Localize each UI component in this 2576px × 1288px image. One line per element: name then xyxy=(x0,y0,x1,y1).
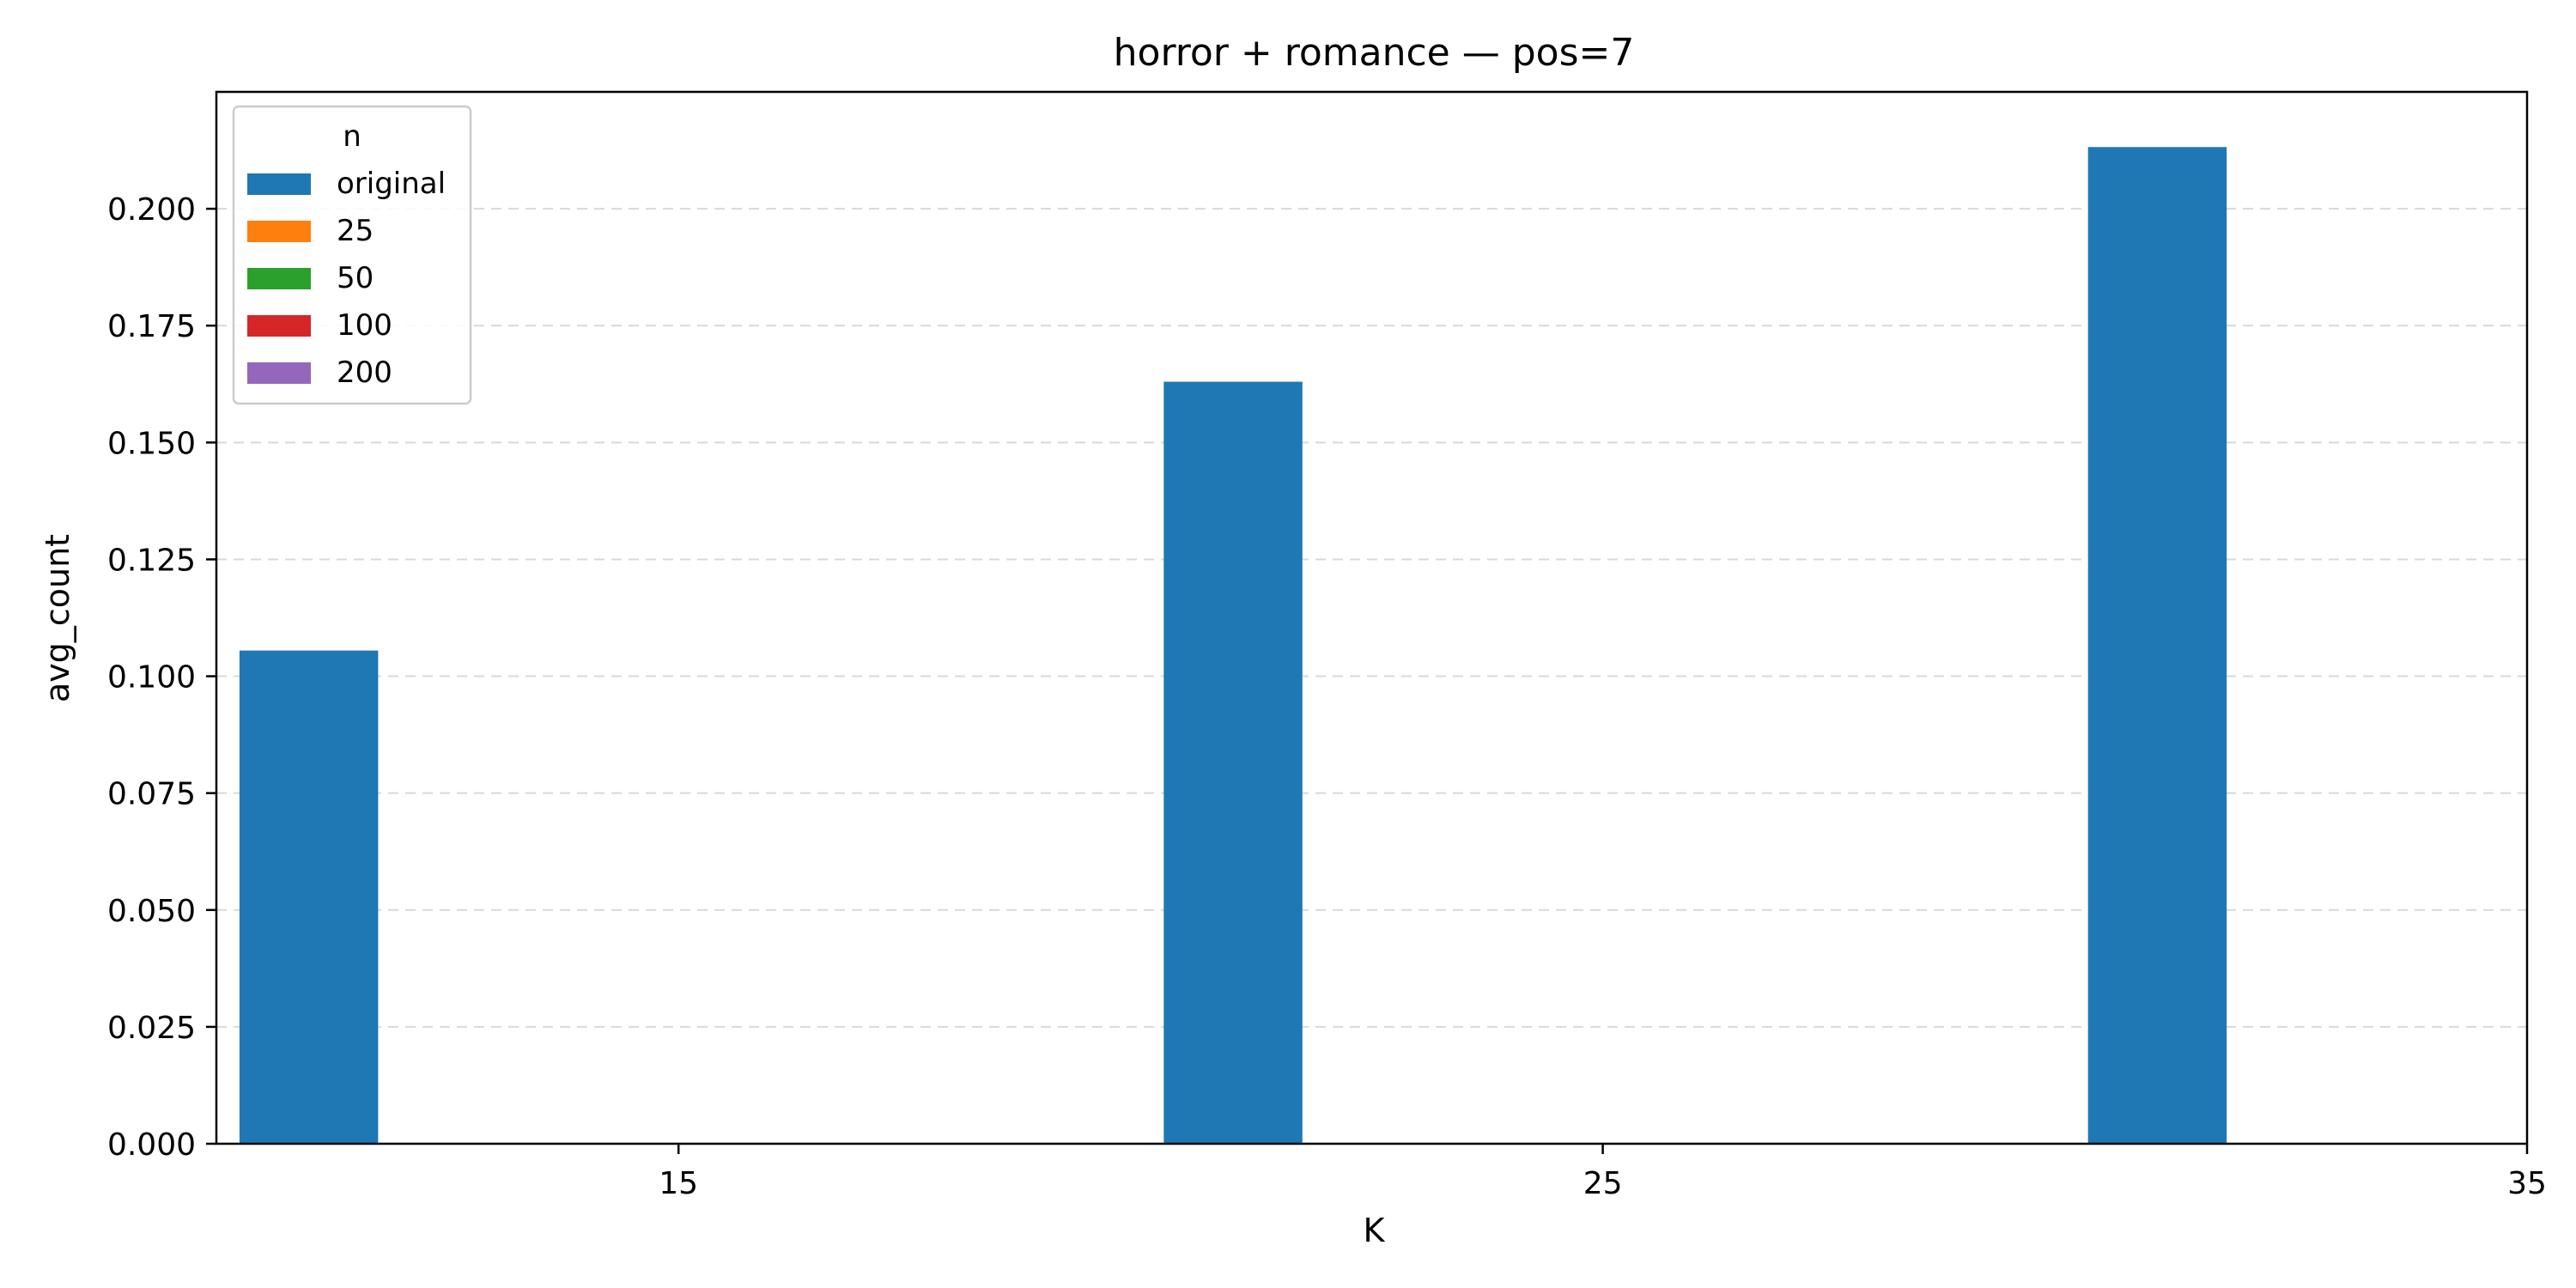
bar-original-25 xyxy=(1163,381,1303,1144)
x-tick-label: 15 xyxy=(659,1166,698,1201)
y-axis-label: avg_count xyxy=(39,534,76,702)
y-tick-label: 0.025 xyxy=(107,1011,196,1046)
y-tick-label: 0.200 xyxy=(107,192,196,228)
y-tick-label: 0.100 xyxy=(107,660,196,696)
y-tick-label: 0.075 xyxy=(107,777,196,812)
legend-swatch-25 xyxy=(247,221,311,242)
x-axis: 15 25 35 xyxy=(659,1144,2547,1201)
legend-swatch-100 xyxy=(247,315,311,337)
legend-swatch-50 xyxy=(247,268,311,289)
legend-label-100: 100 xyxy=(337,308,392,343)
x-tick-label: 35 xyxy=(2507,1166,2547,1201)
bar-original-35 xyxy=(2087,147,2227,1145)
bar-original-15 xyxy=(239,650,379,1144)
y-axis: 0.000 0.025 0.050 0.075 0.100 0.125 0.150 0.175… xyxy=(107,192,216,1163)
chart-title: horror + romance — pos=7 xyxy=(1114,31,1635,75)
legend-swatch-original xyxy=(247,173,311,195)
legend-label-25: 25 xyxy=(337,214,374,248)
y-tick-label: 0.000 xyxy=(107,1127,196,1163)
legend-label-200: 200 xyxy=(337,355,392,390)
legend-title: n xyxy=(343,119,361,154)
legend: n original 25 50 100 200 xyxy=(232,105,472,405)
y-tick-label: 0.050 xyxy=(107,894,196,929)
y-tick-label: 0.150 xyxy=(107,426,196,461)
bars xyxy=(239,147,2227,1145)
plot-frame xyxy=(215,90,2529,1145)
legend-label-50: 50 xyxy=(337,261,374,295)
x-axis-label: K xyxy=(1364,1212,1386,1249)
legend-swatch-200 xyxy=(247,362,311,384)
legend-label-original: original xyxy=(337,167,446,201)
x-tick-label: 25 xyxy=(1583,1166,1623,1201)
y-tick-label: 0.125 xyxy=(107,543,196,578)
y-tick-label: 0.175 xyxy=(107,309,196,344)
